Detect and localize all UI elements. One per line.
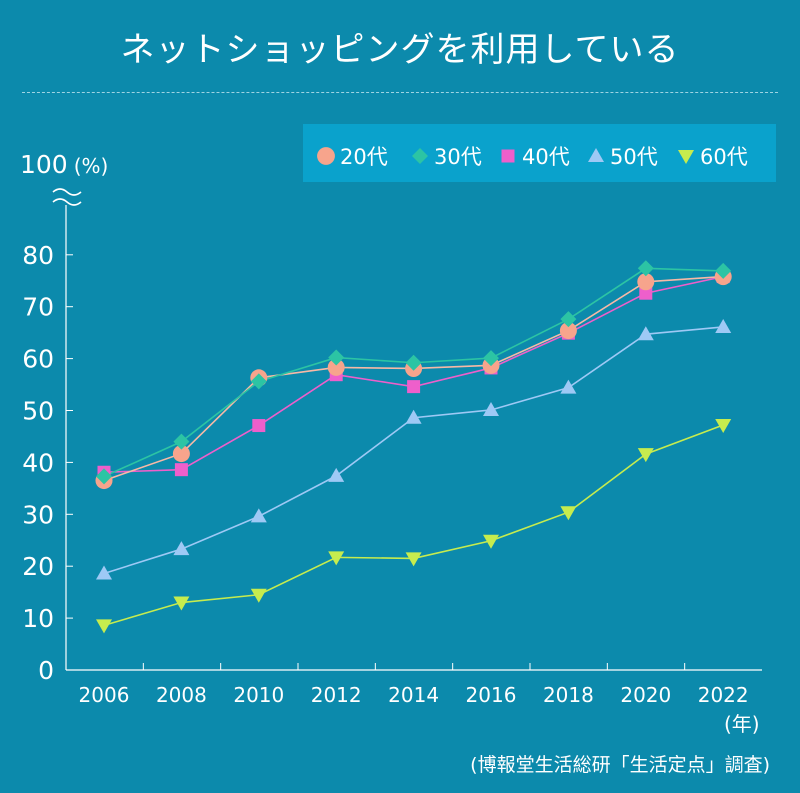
axis-break-wave-1 [52, 188, 82, 196]
data-point-30代 [96, 468, 112, 485]
x-tick-label: 2008 [156, 683, 207, 707]
y-axis-unit: (%) [73, 154, 109, 178]
x-tick-label: 2014 [388, 683, 439, 707]
x-tick-label: 2020 [620, 683, 671, 707]
data-point-60代 [483, 534, 499, 549]
legend-marker-30代 [412, 148, 428, 164]
legend-box [303, 124, 776, 182]
legend-marker-60代 [678, 150, 694, 164]
source-note: (博報堂生活総研「生活定点」調査) [470, 754, 770, 776]
data-point-50代 [250, 508, 267, 523]
x-tick-label: 2012 [311, 683, 362, 707]
series-line-60代 [103, 424, 724, 627]
data-point-60代 [250, 588, 267, 603]
data-point-60代 [173, 596, 190, 611]
legend-marker-20代 [317, 147, 335, 165]
data-point-30代 [250, 373, 267, 390]
data-point-40代 [407, 380, 421, 394]
y-tick-label: 20 [22, 552, 54, 581]
legend-marker-40代 [501, 149, 515, 163]
data-point-30代 [173, 433, 190, 450]
data-point-60代 [96, 619, 112, 634]
legend-label: 50代 [610, 145, 658, 169]
y-top-value: 100 [20, 150, 68, 179]
data-point-30代 [715, 262, 732, 279]
data-point-40代 [639, 286, 653, 300]
legend-marker-50代 [588, 148, 604, 162]
data-point-30代 [483, 350, 499, 367]
y-tick-label: 60 [22, 345, 54, 374]
data-point-20代 [559, 322, 577, 340]
y-tick-label: 10 [22, 604, 54, 633]
data-point-60代 [715, 419, 732, 434]
data-point-60代 [637, 448, 654, 463]
data-point-50代 [405, 409, 422, 424]
data-point-60代 [405, 552, 422, 567]
data-point-50代 [637, 326, 654, 341]
data-point-50代 [560, 379, 577, 394]
legend-label: 60代 [700, 145, 748, 169]
x-tick-label: 2018 [543, 683, 594, 707]
data-point-60代 [328, 551, 345, 566]
chart-title: ネットショッピングを利用している [120, 30, 680, 70]
y-tick-label: 80 [22, 241, 54, 270]
legend-label: 30代 [434, 145, 482, 169]
data-point-50代 [483, 401, 499, 416]
legend-label: 40代 [522, 145, 570, 169]
x-tick-label: 2016 [466, 683, 517, 707]
data-point-50代 [96, 565, 112, 580]
series-line-20代 [103, 275, 724, 482]
y-tick-label: 70 [22, 293, 54, 322]
data-point-30代 [560, 311, 577, 328]
y-tick-label: 40 [22, 448, 54, 477]
data-point-50代 [328, 467, 345, 482]
x-tick-label: 2006 [79, 683, 130, 707]
y-tick-label: 50 [22, 397, 54, 426]
x-tick-label: 2022 [698, 683, 749, 707]
x-axis-unit: (年) [724, 712, 760, 736]
data-point-60代 [560, 506, 577, 521]
data-point-30代 [637, 260, 654, 277]
axis-break-wave-2 [52, 198, 82, 206]
data-point-50代 [173, 541, 190, 556]
y-tick-label: 30 [22, 500, 54, 529]
legend-label: 20代 [340, 145, 388, 169]
data-point-30代 [328, 349, 345, 366]
data-point-40代 [252, 419, 266, 433]
data-point-20代 [172, 445, 190, 463]
data-point-30代 [405, 354, 422, 371]
y-tick-label: 0 [38, 656, 54, 685]
data-point-20代 [327, 358, 345, 376]
y-axis-top-label: 100 (%) [20, 150, 108, 179]
data-point-40代 [174, 463, 188, 477]
title-divider [22, 92, 778, 93]
x-tick-label: 2010 [233, 683, 284, 707]
data-point-20代 [637, 273, 655, 291]
data-point-50代 [715, 318, 732, 333]
